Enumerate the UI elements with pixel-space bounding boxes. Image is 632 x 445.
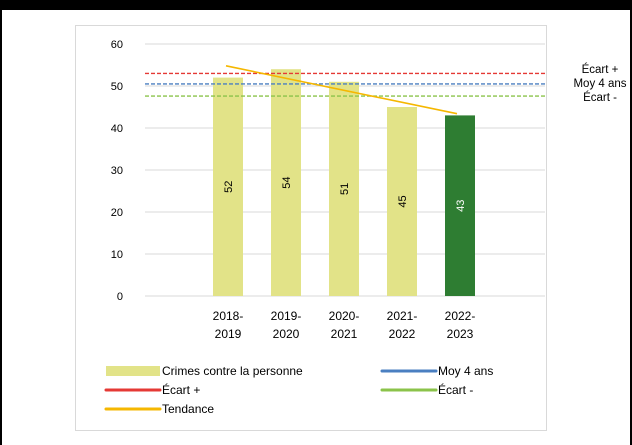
y-tick-label: 20 <box>111 207 123 219</box>
y-tick-label: 60 <box>111 39 123 51</box>
bar <box>271 69 301 296</box>
bar-value-label: 43 <box>455 200 467 212</box>
bar-value-label: 54 <box>281 176 293 188</box>
legend-label: Crimes contre la personne <box>162 364 303 378</box>
right-label: Moy 4 ans <box>573 78 626 90</box>
x-tick-label: 2022- <box>445 309 476 323</box>
y-axis-ticks: 0 10 20 30 40 50 60 <box>111 39 123 303</box>
bar-value-label: 45 <box>397 195 409 207</box>
bar-value-label: 52 <box>223 181 235 193</box>
x-tick-label: 2018- <box>213 309 244 323</box>
legend-label: Moy 4 ans <box>438 364 493 378</box>
y-tick-label: 10 <box>111 249 123 261</box>
legend-swatch <box>106 366 160 376</box>
bar-value-label: 51 <box>339 183 351 195</box>
frame-border-right <box>630 0 632 445</box>
x-axis-labels: 2018- 2019 2019- 2020 2020- 2021 2021- 2022 2022… <box>213 309 476 341</box>
legend-label: Tendance <box>162 402 214 416</box>
x-tick-label: 2020 <box>273 327 300 341</box>
y-tick-label: 30 <box>111 165 123 177</box>
legend-label: Écart - <box>438 382 473 397</box>
bar <box>387 107 417 296</box>
x-tick-label: 2019 <box>215 327 242 341</box>
right-label: Écart - <box>583 91 617 104</box>
x-tick-label: 2023 <box>447 327 474 341</box>
trend-line-group <box>225 65 458 115</box>
frame-border-left <box>0 0 2 445</box>
trend-line <box>225 65 458 115</box>
top-strip <box>0 0 632 10</box>
x-tick-label: 2019- <box>271 309 302 323</box>
x-tick-label: 2022 <box>389 327 416 341</box>
x-tick-label: 2021- <box>387 309 418 323</box>
y-tick-label: 40 <box>111 123 123 135</box>
legend-label: Écart + <box>162 382 200 397</box>
right-label: Écart + <box>582 63 619 76</box>
bar <box>329 81 359 296</box>
bar <box>445 115 475 297</box>
bars: 52 54 51 45 43 <box>213 69 475 297</box>
y-tick-label: 0 <box>117 291 123 303</box>
reference-lines <box>145 72 545 97</box>
y-tick-label: 50 <box>111 81 123 93</box>
bar <box>213 77 243 296</box>
x-tick-label: 2021 <box>331 327 358 341</box>
legend: Crimes contre la personne Moy 4 ans Écart … <box>104 364 493 416</box>
x-tick-label: 2020- <box>329 309 360 323</box>
